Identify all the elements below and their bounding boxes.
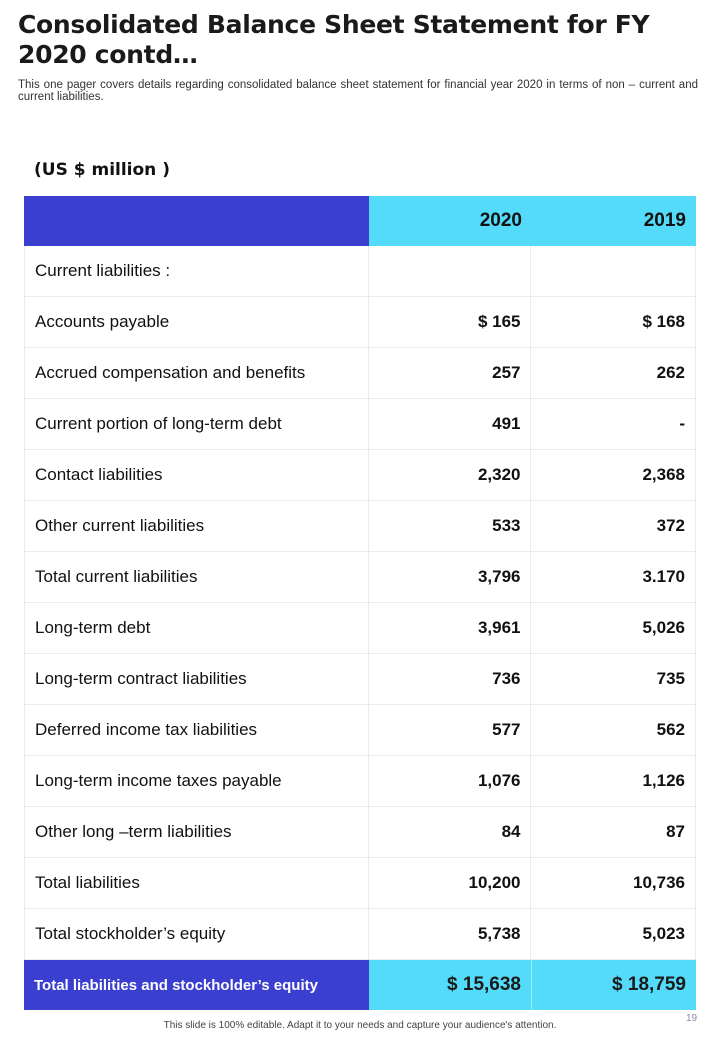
row-value-2019: 5,023 bbox=[642, 924, 685, 943]
row-value-2020: 577 bbox=[369, 705, 532, 755]
row-label: Total stockholder’s equity bbox=[25, 909, 369, 959]
table-row: Long-term debt 3,961 5,026 bbox=[24, 603, 696, 654]
table-row: Long-term income taxes payable 1,076 1,1… bbox=[24, 756, 696, 807]
row-value-2019: 262 bbox=[656, 363, 685, 382]
page-title: Consolidated Balance Sheet Statement for… bbox=[18, 10, 650, 69]
row-label: Other current liabilities bbox=[25, 501, 369, 551]
table-row: Current liabilities : bbox=[24, 246, 696, 297]
row-value-2020: 10,200 bbox=[369, 858, 532, 908]
unit-label: (US $ million ) bbox=[34, 160, 170, 180]
total-label: Total liabilities and stockholder’s equi… bbox=[24, 960, 369, 1010]
table-row: Long-term contract liabilities 736 735 bbox=[24, 654, 696, 705]
row-label: Long-term contract liabilities bbox=[25, 654, 369, 704]
row-value-2020: 3,796 bbox=[369, 552, 532, 602]
page-number: 19 bbox=[686, 1013, 698, 1024]
row-value-2020: 5,738 bbox=[369, 909, 532, 959]
row-label: Current liabilities : bbox=[25, 246, 369, 296]
row-value-2020: 491 bbox=[369, 399, 532, 449]
table-row: Total liabilities 10,200 10,736 bbox=[24, 858, 696, 909]
row-value-2019: - bbox=[679, 414, 685, 433]
row-value-2020: 84 bbox=[369, 807, 532, 857]
header-2020-cell: 2020 bbox=[369, 196, 532, 246]
table-row: Accrued compensation and benefits 257 26… bbox=[24, 348, 696, 399]
total-value-2020: $ 15,638 bbox=[369, 960, 532, 1010]
row-value-2020: $ 165 bbox=[369, 297, 532, 347]
row-label: Long-term income taxes payable bbox=[25, 756, 369, 806]
table-row: Total current liabilities 3,796 3.170 bbox=[24, 552, 696, 603]
row-value-2019: 372 bbox=[656, 516, 685, 535]
row-value-2019: $ 168 bbox=[642, 312, 685, 331]
header-label-cell bbox=[24, 196, 369, 246]
table-row: Other long –term liabilities 84 87 bbox=[24, 807, 696, 858]
balance-sheet-table: 2020 2019 Current liabilities : Accounts… bbox=[24, 196, 696, 1010]
row-value-2019: 2,368 bbox=[642, 465, 685, 484]
row-label: Contact liabilities bbox=[25, 450, 369, 500]
row-value-2019 bbox=[531, 246, 695, 296]
row-value-2019: 5,026 bbox=[642, 618, 685, 637]
row-value-2019: 3.170 bbox=[642, 567, 685, 586]
row-label: Accrued compensation and benefits bbox=[25, 348, 369, 398]
table-row: Deferred income tax liabilities 577 562 bbox=[24, 705, 696, 756]
row-value-2020: 257 bbox=[369, 348, 532, 398]
table-total-row: Total liabilities and stockholder’s equi… bbox=[24, 960, 696, 1010]
total-value-2019: $ 18,759 bbox=[532, 960, 696, 1010]
row-label: Long-term debt bbox=[25, 603, 369, 653]
table-row: Total stockholder’s equity 5,738 5,023 bbox=[24, 909, 696, 960]
row-label: Total liabilities bbox=[25, 858, 369, 908]
row-value-2019: 10,736 bbox=[633, 873, 685, 892]
row-value-2020: 3,961 bbox=[369, 603, 532, 653]
row-label: Other long –term liabilities bbox=[25, 807, 369, 857]
row-value-2019: 87 bbox=[666, 822, 685, 841]
row-label: Total current liabilities bbox=[25, 552, 369, 602]
row-label: Current portion of long-term debt bbox=[25, 399, 369, 449]
row-value-2020: 533 bbox=[369, 501, 532, 551]
footer-note: This slide is 100% editable. Adapt it to… bbox=[163, 1020, 557, 1031]
row-label: Deferred income tax liabilities bbox=[25, 705, 369, 755]
table-row: Accounts payable $ 165 $ 168 bbox=[24, 297, 696, 348]
row-value-2019: 562 bbox=[656, 720, 685, 739]
page-subtitle: This one pager covers details regarding … bbox=[18, 79, 698, 103]
row-value-2019: 1,126 bbox=[642, 771, 685, 790]
header-2019-cell: 2019 bbox=[532, 196, 696, 246]
row-label: Accounts payable bbox=[25, 297, 369, 347]
table-row: Contact liabilities 2,320 2,368 bbox=[24, 450, 696, 501]
row-value-2020: 2,320 bbox=[369, 450, 532, 500]
table-row: Other current liabilities 533 372 bbox=[24, 501, 696, 552]
table-row: Current portion of long-term debt 491 - bbox=[24, 399, 696, 450]
row-value-2020: 736 bbox=[369, 654, 532, 704]
row-value-2019: 735 bbox=[656, 669, 685, 688]
row-value-2020: 1,076 bbox=[369, 756, 532, 806]
row-value-2020 bbox=[369, 246, 532, 296]
table-header-row: 2020 2019 bbox=[24, 196, 696, 246]
